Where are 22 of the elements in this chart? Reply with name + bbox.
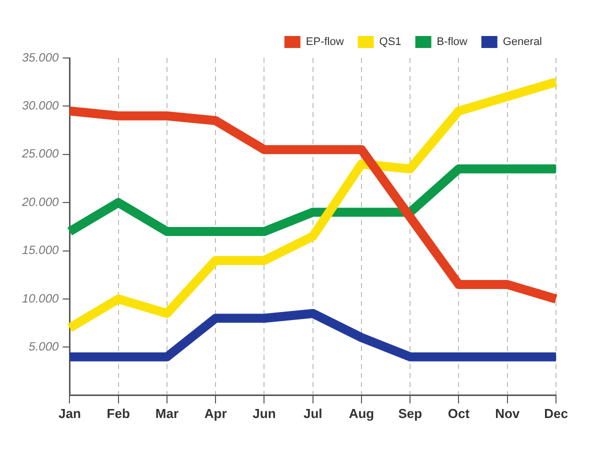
x-tick-label: Mar [155,406,179,421]
y-tick-label: 20.000 [21,194,60,209]
legend-label: EP-flow [306,36,344,48]
x-tick-label: Oct [448,406,470,421]
y-tick-label: 5.000 [28,340,60,354]
y-tick-label: 10.000 [22,291,60,306]
y-tick-label: 35.000 [22,50,60,64]
y-tick-label: 30.000 [22,98,60,113]
x-tick-label: Sep [398,406,422,421]
y-tick-label: 15.000 [22,243,60,258]
x-tick-label: Dec [544,406,568,421]
legend-label: B-flow [436,36,468,48]
x-tick-label: Feb [106,406,130,421]
legend-label: General [502,36,542,48]
y-tick-label: 25.000 [21,146,60,161]
legend-label: QS1 [379,36,402,48]
x-tick-label: Apr [204,406,227,421]
x-tick-label: Jul [303,406,322,421]
x-tick-label: Aug [348,406,374,421]
x-tick-label: Nov [495,406,520,421]
x-tick-label: Jan [58,406,81,421]
x-tick-label: Jun [252,406,276,421]
